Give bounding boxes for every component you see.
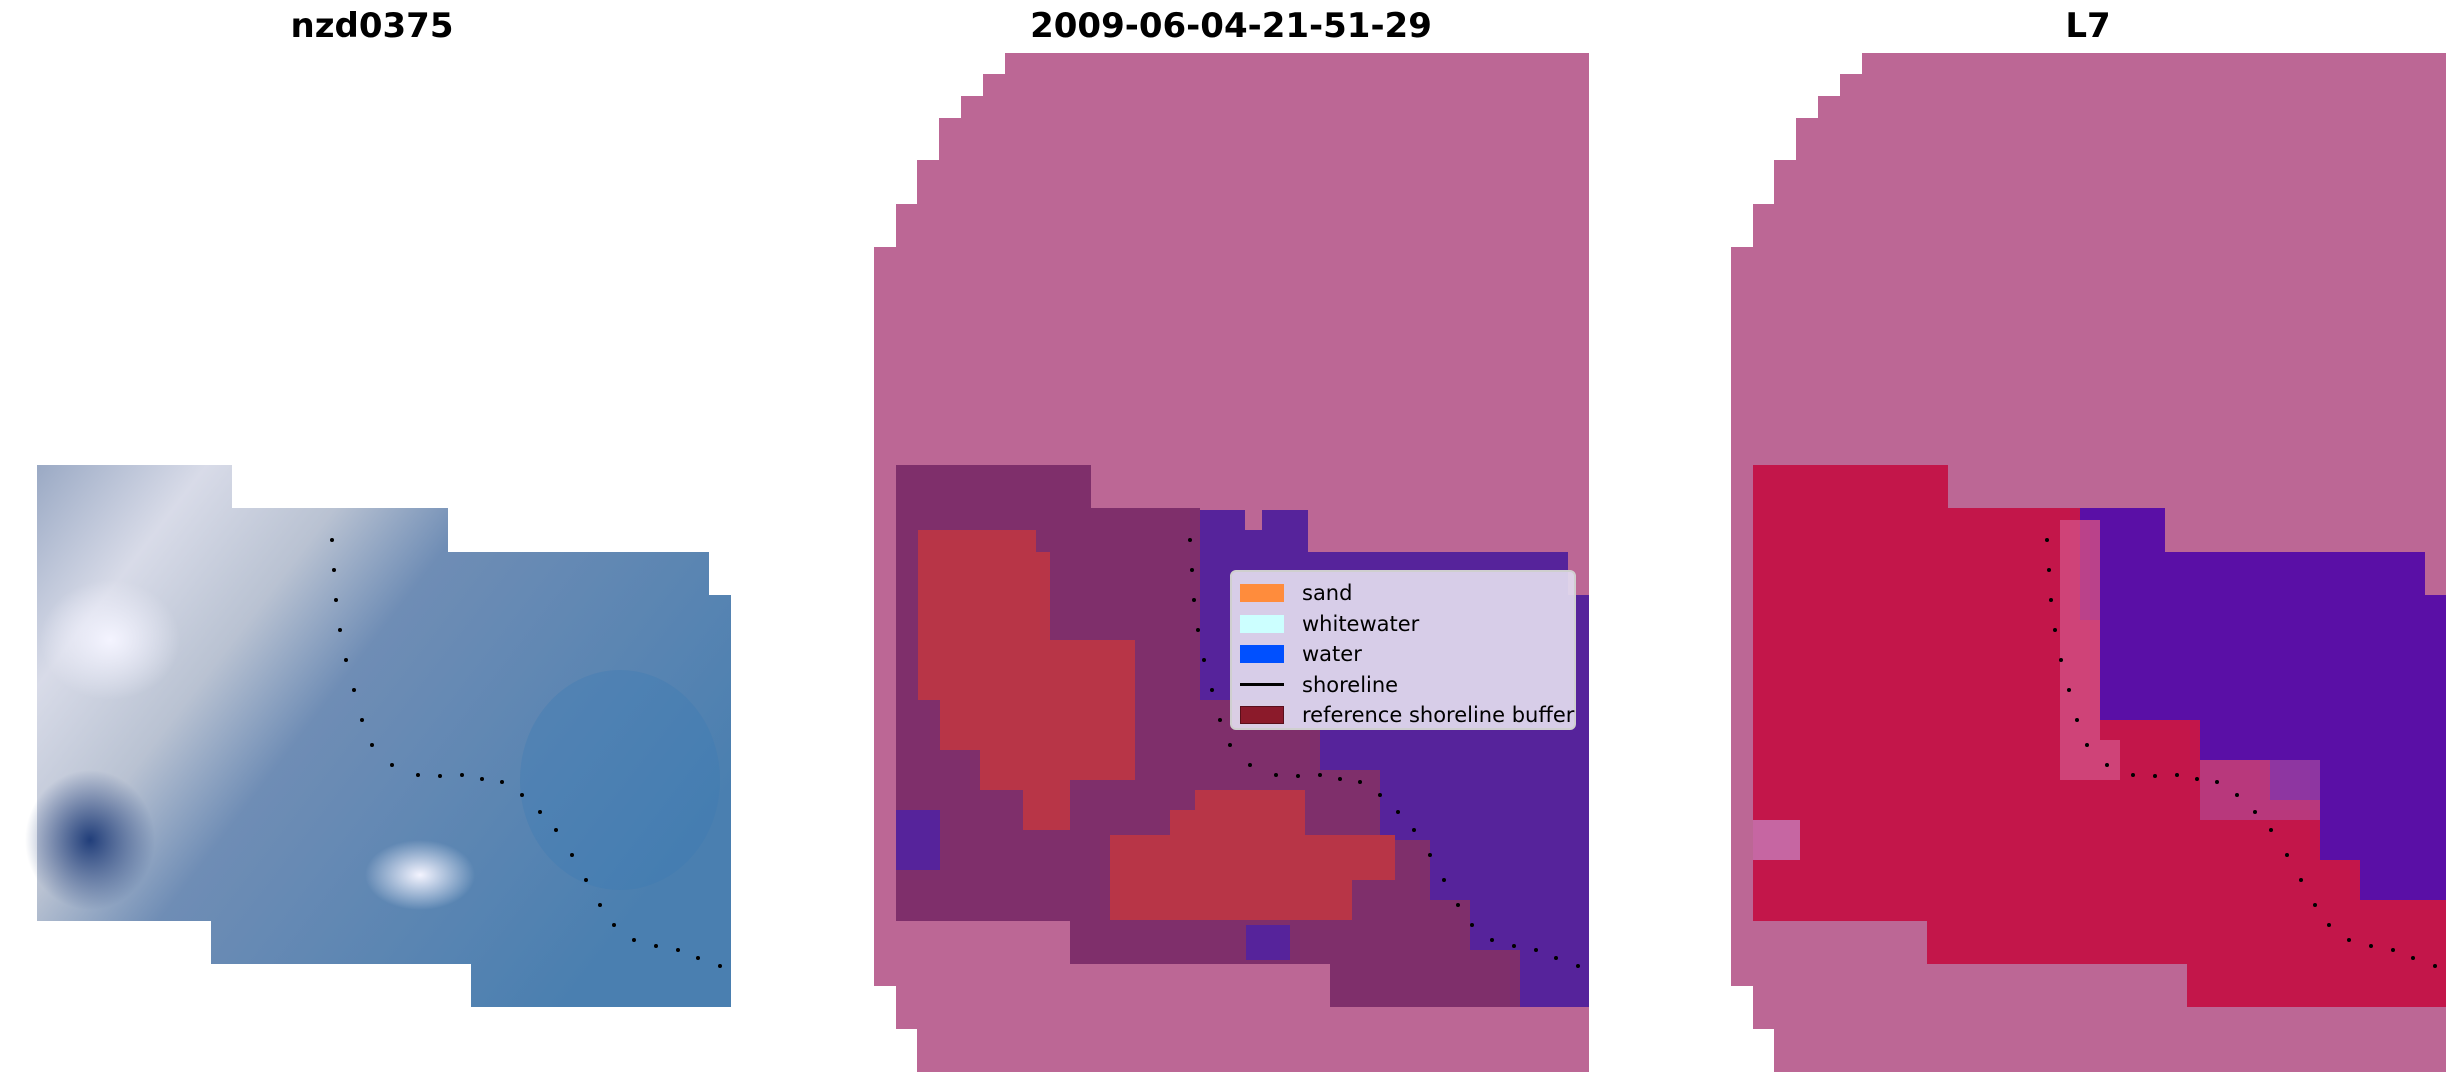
reference-buffer-swatch [1240,706,1284,725]
legend-label: shoreline [1302,672,1399,697]
right-shoreline [2045,538,2437,968]
sand-swatch [1240,584,1284,603]
legend-item-reference-buffer: reference shoreline buffer [1240,700,1574,731]
legend-item-sand: sand [1240,578,1574,609]
shoreline-line [1240,683,1284,687]
rgb-image [25,465,731,1007]
whitewater-swatch [1240,614,1284,633]
legend-label: reference shoreline buffer [1302,703,1575,728]
legend-item-water: water [1240,639,1574,670]
index-image [1753,465,2446,1007]
legend-label: whitewater [1302,611,1420,636]
left-shoreline [330,538,722,968]
left-panel-title: nzd0375 [290,6,454,46]
water-swatch [1240,645,1284,664]
legend: sand whitewater water shoreline referenc… [1230,570,1576,730]
legend-label: sand [1302,581,1353,606]
legend-label: water [1302,642,1362,667]
middle-shoreline [1188,538,1580,968]
middle-panel-title: 2009-06-04-21-51-29 [1030,6,1432,46]
right-panel-title: L7 [2065,6,2111,46]
legend-item-shoreline: shoreline [1240,670,1574,701]
legend-item-whitewater: whitewater [1240,609,1574,640]
